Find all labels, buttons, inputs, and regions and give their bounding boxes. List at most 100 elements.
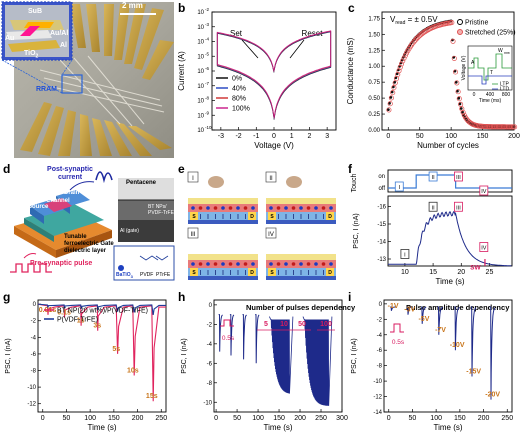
panel-d-label: d	[3, 162, 11, 176]
pulse-train	[269, 316, 294, 394]
vread-label: Vread = ± 0.5V	[390, 15, 438, 26]
channel-label: Channel	[46, 198, 70, 204]
amplitude-spike	[454, 306, 460, 351]
ion	[228, 206, 233, 210]
x-tick-label: 0	[214, 415, 218, 422]
stretched-point	[512, 124, 518, 130]
y-tick-label: -4	[31, 335, 37, 341]
drain-d: D	[328, 270, 332, 276]
conductance-chart: 0 50 100 150 200 0.00 0.25 0.50 0.75 1.00 1.25 1.50…	[346, 11, 520, 150]
panel-h: h 0 50 100 150 200 250 300 0 -2 -4 -6 -8 -10 Time (s)…	[176, 288, 356, 446]
psc-marker-label: I	[404, 253, 406, 259]
touch-label: Touch	[351, 174, 358, 193]
touch-frame	[387, 169, 513, 193]
x-tick-label: 50	[63, 415, 71, 422]
drain-label: Drain	[64, 190, 80, 196]
pristine-point	[454, 80, 458, 84]
stretched-point	[422, 28, 428, 34]
stretched-point	[460, 109, 466, 115]
device-photo	[1, 1, 174, 158]
ion	[251, 206, 255, 210]
iv-curve-80%	[273, 30, 332, 119]
y-tick-label: -2	[207, 322, 213, 328]
drain-d: D	[250, 214, 254, 220]
ion	[236, 262, 240, 266]
stretched-point	[401, 55, 407, 61]
stretched-point	[391, 85, 397, 91]
inset-x-tick: 800	[502, 92, 511, 98]
amplitude-spike	[421, 306, 427, 324]
panel-e-label: e	[178, 162, 185, 176]
touch-marker-label: I	[399, 185, 401, 191]
y-tick-label: 10	[197, 40, 204, 46]
x-tick-label: -2	[235, 133, 241, 140]
batio-text: BaTiO	[116, 272, 131, 278]
iv-curve-100%	[273, 30, 332, 119]
inset-a-label: A	[471, 60, 475, 66]
y-tick-exponent: -5	[205, 51, 209, 56]
stretched-point	[485, 124, 491, 130]
stretched-point	[410, 40, 416, 46]
single-spike	[255, 314, 260, 364]
y-tick-label: 10	[197, 25, 204, 31]
inset-y-label: Voltage (V)	[461, 55, 467, 80]
stretched-point	[449, 20, 455, 26]
pristine-point	[388, 101, 391, 105]
ion	[291, 262, 296, 266]
pristine-point	[457, 96, 461, 100]
pulse-duration: 0.5s	[222, 335, 235, 342]
stretched-point	[400, 58, 406, 64]
x-tick-label: 250	[315, 415, 327, 422]
x-tick-label: 200	[508, 133, 520, 140]
touch-marker-label: III	[456, 175, 461, 181]
pre-synaptic-label: Pre-synaptic pulse	[30, 260, 93, 267]
touch-marker	[428, 171, 438, 182]
x-tick-label: 50	[409, 415, 417, 422]
ion	[213, 206, 218, 210]
polarization-states: I S D II S D III S D IV S D	[187, 171, 336, 280]
amplitude-label: -3V	[404, 307, 415, 314]
pristine-point	[391, 85, 395, 89]
set-label: Set	[230, 29, 243, 38]
pulse-icon	[220, 319, 234, 327]
plot-frame	[213, 299, 343, 413]
inset-sub-label: SuB	[28, 8, 42, 15]
pristine-point	[461, 110, 464, 114]
stretched-point	[451, 55, 457, 61]
x-tick-label: 200	[294, 415, 306, 422]
amplitude-label: -7V	[435, 327, 446, 334]
ion	[291, 206, 296, 210]
duration-label: 1s	[77, 318, 85, 325]
legend-label: Pristine	[465, 20, 488, 27]
y-tick-exponent: -7	[205, 81, 209, 86]
y-tick-label: 10	[197, 69, 204, 75]
ion	[284, 206, 288, 210]
stretched-point	[455, 89, 461, 95]
source-s: S	[192, 270, 196, 276]
top-layer	[188, 254, 258, 260]
inset-au-al-label: Au/Al	[50, 30, 69, 37]
ion	[206, 206, 210, 210]
source-pad	[190, 212, 198, 220]
gate-layer	[188, 220, 258, 224]
state-roman: IV	[268, 232, 274, 238]
touch-marker	[479, 185, 489, 196]
x-axis-label: Time (s)	[263, 423, 292, 432]
x-axis-label: Number of cycles	[417, 141, 479, 150]
drain-pad	[248, 268, 256, 276]
reset-arrow	[289, 39, 305, 59]
gate-layer	[266, 276, 336, 280]
y-axis-label: Conductance (mS)	[346, 37, 355, 104]
stretched-point	[458, 101, 464, 107]
y-tick-label: -4	[377, 333, 383, 339]
plot-frame	[37, 299, 167, 413]
amplitude-spike	[390, 306, 396, 311]
touch-trace	[388, 174, 512, 189]
ion	[299, 206, 303, 210]
psc-marker-label: IV	[481, 246, 487, 252]
panel-e: e I S D II S D III S D IV S D	[176, 160, 346, 288]
iv-curve-40%	[273, 31, 332, 120]
psc-marker	[428, 201, 438, 212]
ion	[329, 262, 333, 266]
rram-label: RRAM	[36, 86, 57, 93]
